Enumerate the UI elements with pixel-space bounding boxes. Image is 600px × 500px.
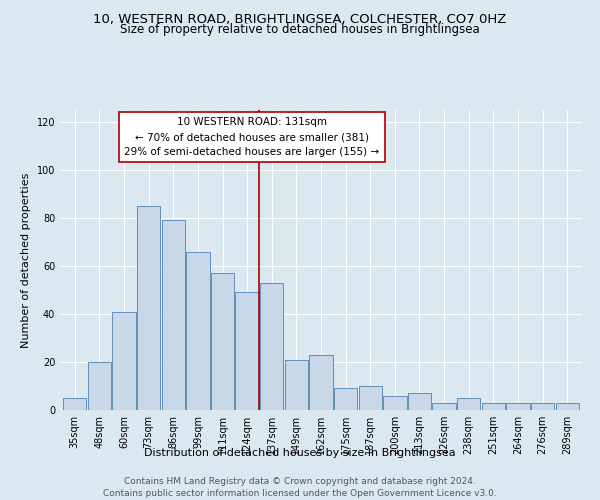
Text: 10, WESTERN ROAD, BRIGHTLINGSEA, COLCHESTER, CO7 0HZ: 10, WESTERN ROAD, BRIGHTLINGSEA, COLCHES… (94, 12, 506, 26)
Bar (482, 403, 505, 410)
Bar (457, 398, 481, 410)
Bar (137, 206, 160, 410)
Bar (531, 403, 554, 410)
Text: Size of property relative to detached houses in Brightlingsea: Size of property relative to detached ho… (120, 22, 480, 36)
Bar (334, 388, 358, 410)
Text: 10 WESTERN ROAD: 131sqm
← 70% of detached houses are smaller (381)
29% of semi-d: 10 WESTERN ROAD: 131sqm ← 70% of detache… (124, 117, 380, 157)
Bar (359, 386, 382, 410)
Text: Contains HM Land Registry data © Crown copyright and database right 2024.: Contains HM Land Registry data © Crown c… (124, 478, 476, 486)
Text: Contains public sector information licensed under the Open Government Licence v3: Contains public sector information licen… (103, 489, 497, 498)
Bar (556, 403, 579, 410)
Bar (186, 252, 209, 410)
Bar (310, 355, 332, 410)
Bar (383, 396, 407, 410)
Bar (506, 403, 530, 410)
Bar (433, 403, 456, 410)
Bar (260, 283, 283, 410)
Bar (63, 398, 86, 410)
Bar (112, 312, 136, 410)
Bar (408, 393, 431, 410)
Y-axis label: Number of detached properties: Number of detached properties (21, 172, 31, 348)
Text: Distribution of detached houses by size in Brightlingsea: Distribution of detached houses by size … (144, 448, 456, 458)
Bar (88, 362, 111, 410)
Bar (161, 220, 185, 410)
Bar (284, 360, 308, 410)
Bar (235, 292, 259, 410)
Bar (211, 273, 234, 410)
